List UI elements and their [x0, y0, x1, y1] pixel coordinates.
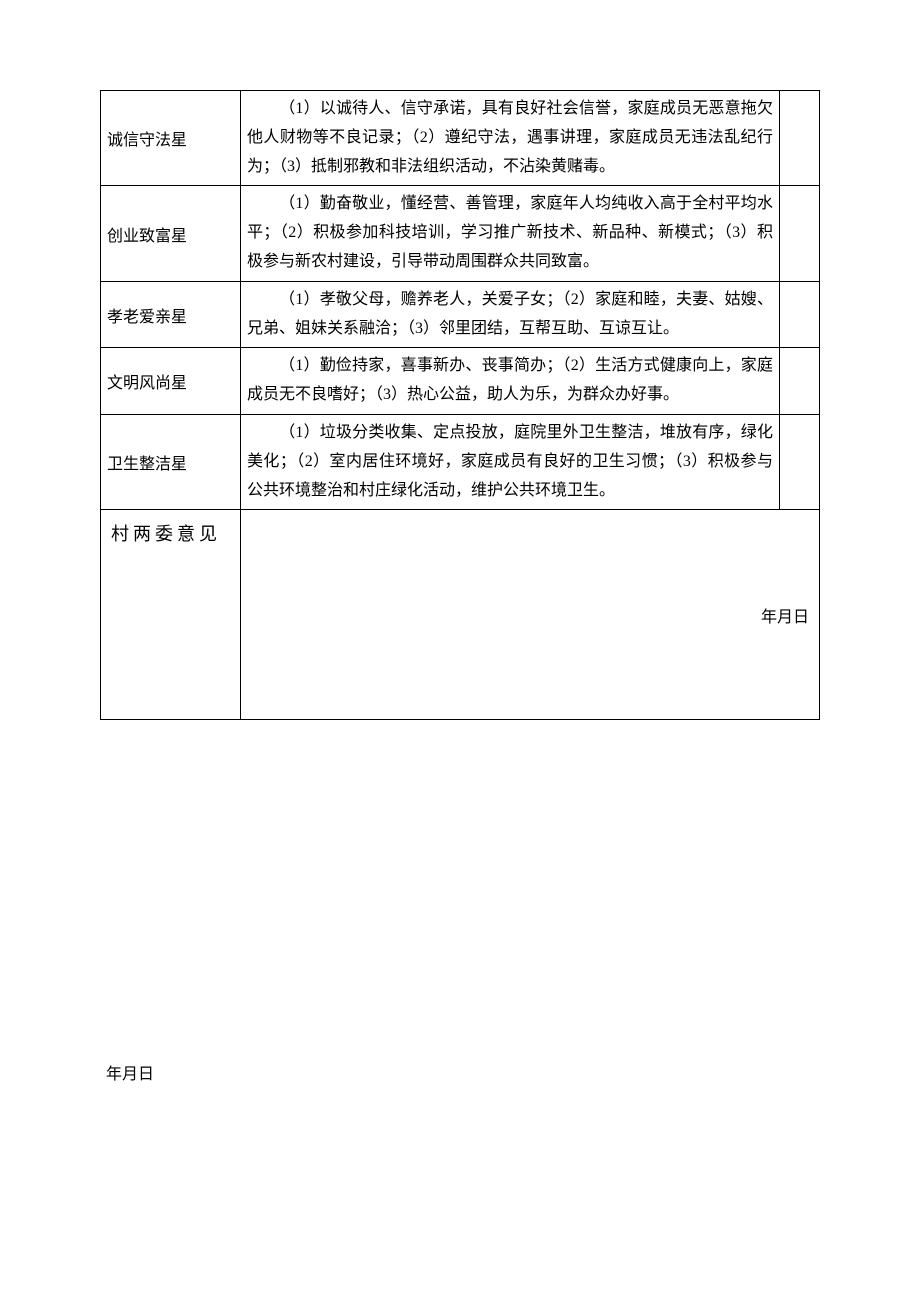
star-description: （1）勤奋敬业，懂经营、善管理，家庭年人均纯收入高于全村平均水平；（2）积极参加… — [241, 186, 780, 281]
star-description: （1）孝敬父母，赡养老人，关爱子女；（2）家庭和睦，夫妻、姑嫂、兄弟、姐妹关系融… — [241, 281, 780, 348]
opinion-row: 村两委意见 年月日 — [101, 510, 820, 720]
table-row: 诚信守法星（1）以诚待人、信守承诺，具有良好社会信誉，家庭成员无恶意拖欠他人财物… — [101, 91, 820, 186]
star-label: 文明风尚星 — [101, 348, 241, 415]
star-description-text: （1）勤俭持家，喜事新办、丧事简办；（2）生活方式健康向上，家庭成员无不良嗜好；… — [247, 357, 773, 403]
opinion-body: 年月日 — [241, 510, 820, 720]
table-row: 孝老爱亲星（1）孝敬父母，赡养老人，关爱子女；（2）家庭和睦，夫妻、姑嫂、兄弟、… — [101, 281, 820, 348]
table-row: 文明风尚星（1）勤俭持家，喜事新办、丧事简办；（2）生活方式健康向上，家庭成员无… — [101, 348, 820, 415]
check-cell — [780, 91, 820, 186]
star-description: （1）以诚待人、信守承诺，具有良好社会信誉，家庭成员无恶意拖欠他人财物等不良记录… — [241, 91, 780, 186]
star-label: 卫生整洁星 — [101, 414, 241, 509]
star-description-text: （1）以诚待人、信守承诺，具有良好社会信誉，家庭成员无恶意拖欠他人财物等不良记录… — [247, 100, 773, 175]
opinion-label: 村两委意见 — [101, 510, 241, 720]
bottom-date: 年月日 — [100, 1060, 820, 1084]
check-cell — [780, 186, 820, 281]
star-label: 孝老爱亲星 — [101, 281, 241, 348]
star-label: 诚信守法星 — [101, 91, 241, 186]
star-description-text: （1）勤奋敬业，懂经营、善管理，家庭年人均纯收入高于全村平均水平；（2）积极参加… — [247, 195, 773, 270]
table-row: 创业致富星（1）勤奋敬业，懂经营、善管理，家庭年人均纯收入高于全村平均水平；（2… — [101, 186, 820, 281]
table-row: 卫生整洁星（1）垃圾分类收集、定点投放，庭院里外卫生整洁，堆放有序，绿化美化；（… — [101, 414, 820, 509]
star-description: （1）垃圾分类收集、定点投放，庭院里外卫生整洁，堆放有序，绿化美化；（2）室内居… — [241, 414, 780, 509]
criteria-table: 诚信守法星（1）以诚待人、信守承诺，具有良好社会信誉，家庭成员无恶意拖欠他人财物… — [100, 90, 820, 720]
check-cell — [780, 414, 820, 509]
star-label: 创业致富星 — [101, 186, 241, 281]
star-description: （1）勤俭持家，喜事新办、丧事简办；（2）生活方式健康向上，家庭成员无不良嗜好；… — [241, 348, 780, 415]
opinion-date: 年月日 — [761, 609, 809, 626]
star-description-text: （1）垃圾分类收集、定点投放，庭院里外卫生整洁，堆放有序，绿化美化；（2）室内居… — [247, 424, 773, 499]
star-description-text: （1）孝敬父母，赡养老人，关爱子女；（2）家庭和睦，夫妻、姑嫂、兄弟、姐妹关系融… — [247, 291, 773, 337]
check-cell — [780, 348, 820, 415]
check-cell — [780, 281, 820, 348]
